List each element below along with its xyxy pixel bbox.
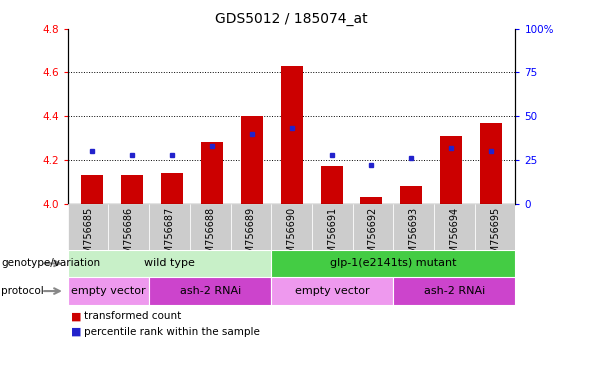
Text: GSM756691: GSM756691 [327, 207, 337, 266]
Bar [121, 175, 143, 204]
Bar [68, 250, 271, 277]
Text: GSM756692: GSM756692 [368, 207, 378, 266]
Bar [441, 136, 462, 204]
Text: GSM756688: GSM756688 [205, 207, 215, 266]
Bar [280, 66, 303, 204]
Text: GSM756693: GSM756693 [409, 207, 419, 266]
Text: genotype/variation: genotype/variation [1, 258, 100, 268]
Bar [271, 204, 312, 250]
Bar [401, 186, 422, 204]
Text: wild type: wild type [144, 258, 195, 268]
Text: ■: ■ [71, 311, 81, 321]
Bar [201, 142, 223, 204]
Text: protocol: protocol [1, 286, 44, 296]
Text: GSM756685: GSM756685 [83, 207, 93, 266]
Bar [68, 204, 108, 250]
Bar [393, 204, 434, 250]
Bar [353, 204, 393, 250]
Bar [360, 197, 382, 204]
Text: empty vector: empty vector [295, 286, 369, 296]
Bar [108, 204, 149, 250]
Bar [161, 173, 183, 204]
Bar [240, 116, 263, 204]
Text: ash-2 RNAi: ash-2 RNAi [423, 286, 485, 296]
Bar [81, 175, 102, 204]
Text: percentile rank within the sample: percentile rank within the sample [84, 327, 260, 337]
Text: GSM756694: GSM756694 [449, 207, 459, 266]
Text: GSM756689: GSM756689 [246, 207, 256, 266]
Text: empty vector: empty vector [71, 286, 145, 296]
Bar [271, 250, 515, 277]
Bar [312, 204, 353, 250]
Bar [475, 204, 515, 250]
Text: glp-1(e2141ts) mutant: glp-1(e2141ts) mutant [330, 258, 456, 268]
Bar [393, 277, 515, 305]
Text: GSM756690: GSM756690 [287, 207, 296, 266]
Bar [68, 277, 149, 305]
Bar [190, 204, 230, 250]
Bar [481, 123, 502, 204]
Text: GSM756686: GSM756686 [124, 207, 134, 266]
Bar [149, 204, 190, 250]
Bar [320, 166, 343, 204]
Text: transformed count: transformed count [84, 311, 181, 321]
Text: GSM756695: GSM756695 [490, 207, 500, 266]
Bar [434, 204, 475, 250]
Text: GSM756687: GSM756687 [164, 207, 174, 266]
Title: GDS5012 / 185074_at: GDS5012 / 185074_at [215, 12, 368, 26]
Text: ■: ■ [71, 327, 81, 337]
Bar [230, 204, 271, 250]
Bar [149, 277, 271, 305]
Text: ash-2 RNAi: ash-2 RNAi [180, 286, 241, 296]
Bar [271, 277, 393, 305]
